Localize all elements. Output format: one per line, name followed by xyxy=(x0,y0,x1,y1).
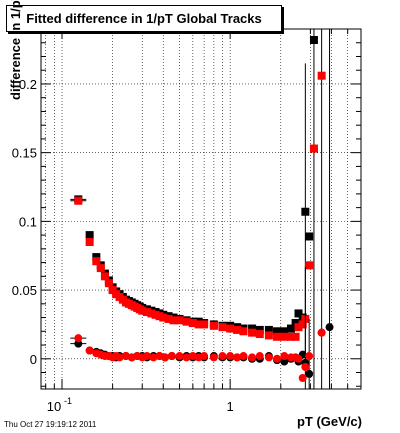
data-point xyxy=(108,286,117,295)
data-point xyxy=(239,327,248,336)
y-tick-label: 0.2 xyxy=(19,77,37,92)
data-point xyxy=(209,321,218,330)
data-point xyxy=(169,316,178,325)
data-point xyxy=(218,352,227,361)
data-point xyxy=(104,279,113,288)
data-point xyxy=(301,363,310,372)
chart-title: Fitted difference in 1/pT Global Tracks xyxy=(6,5,282,32)
data-point xyxy=(175,316,184,325)
data-point xyxy=(317,328,326,337)
data-point xyxy=(305,352,314,361)
data-point xyxy=(175,352,184,361)
timestamp: Thu Oct 27 19:19:12 2011 xyxy=(4,420,97,429)
y-tick-label: 0.05 xyxy=(12,283,37,298)
data-point xyxy=(200,352,209,361)
data-point xyxy=(142,352,151,361)
data-point xyxy=(248,328,257,337)
data-point xyxy=(182,317,191,326)
data-point xyxy=(255,325,264,334)
data-point xyxy=(233,353,242,362)
data-point xyxy=(280,327,289,336)
x-tick-label: 10 xyxy=(47,399,61,414)
data-point xyxy=(286,324,295,333)
plot-frame xyxy=(40,28,362,390)
data-point xyxy=(167,352,176,361)
y-axis-ticks: 0 0.05 0.1 0.15 0.2 xyxy=(12,28,361,387)
series-1 xyxy=(70,71,326,341)
data-point xyxy=(92,253,101,262)
data-point xyxy=(147,309,156,318)
data-point xyxy=(248,353,257,362)
data-point xyxy=(142,308,151,317)
x-tick-label: 1 xyxy=(227,399,234,414)
data-point xyxy=(309,144,318,153)
data-point xyxy=(264,331,273,340)
data-point xyxy=(301,207,310,216)
data-point xyxy=(291,332,300,341)
data-point xyxy=(280,352,289,361)
data-point xyxy=(85,237,94,246)
data-point xyxy=(255,352,264,361)
data-point xyxy=(248,324,257,333)
grid-lines xyxy=(41,29,362,389)
data-point xyxy=(159,313,168,322)
data-point xyxy=(309,35,318,44)
data-point xyxy=(218,323,227,332)
data-point xyxy=(85,231,94,240)
data-point xyxy=(291,319,300,328)
data-point xyxy=(226,352,235,361)
data-point xyxy=(149,353,158,362)
data-point xyxy=(200,320,209,329)
data-point xyxy=(273,332,282,341)
data-point xyxy=(239,352,248,361)
data-point xyxy=(115,353,124,362)
data-point xyxy=(305,232,314,241)
x-axis-label: pT (GeV/c) xyxy=(296,414,362,429)
data-point xyxy=(286,332,295,341)
data-point xyxy=(305,369,314,378)
data-point xyxy=(298,374,307,383)
data-point xyxy=(298,320,307,329)
data-point xyxy=(226,324,235,333)
data-point xyxy=(294,309,303,318)
data-point xyxy=(194,320,203,329)
y-tick-label: 0.15 xyxy=(12,146,37,161)
data-point xyxy=(317,71,326,80)
data-point xyxy=(255,330,264,339)
series-3 xyxy=(70,328,326,383)
data-point xyxy=(161,353,170,362)
data-point xyxy=(233,325,242,334)
data-point xyxy=(294,323,303,332)
data-point xyxy=(273,354,282,363)
data-point xyxy=(100,272,109,281)
data-point xyxy=(138,306,147,315)
data-point xyxy=(264,325,273,334)
data-point xyxy=(74,339,83,348)
data-marks xyxy=(70,35,334,389)
x-tick-label-exponent: -1 xyxy=(64,396,72,406)
data-point xyxy=(280,357,289,366)
data-point xyxy=(273,327,282,336)
y-tick-label: 0.1 xyxy=(19,214,37,229)
data-point xyxy=(164,314,173,323)
data-point xyxy=(182,353,191,362)
data-point xyxy=(264,353,273,362)
data-point xyxy=(96,264,105,273)
y-tick-label: 0 xyxy=(30,352,37,367)
data-point xyxy=(209,353,218,362)
data-point xyxy=(280,332,289,341)
data-point xyxy=(74,196,83,205)
data-point xyxy=(294,354,303,363)
data-point xyxy=(325,323,334,332)
data-point xyxy=(92,257,101,266)
data-point xyxy=(74,334,83,343)
data-point xyxy=(188,319,197,328)
data-point xyxy=(85,346,94,355)
y-axis-label: difference in 1/pT xyxy=(8,0,23,100)
data-point xyxy=(305,261,314,270)
